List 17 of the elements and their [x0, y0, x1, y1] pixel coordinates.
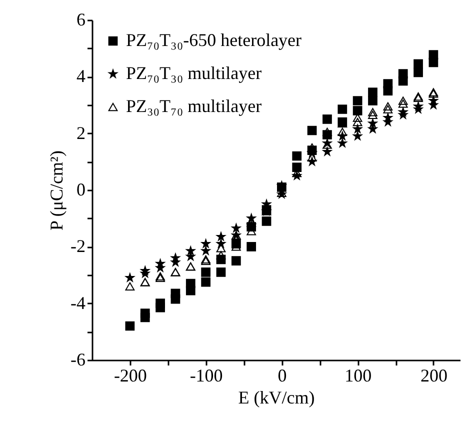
x-tick-label: 100 — [344, 366, 372, 386]
y-tick-label: -4 — [70, 292, 86, 313]
y-tick-label: -6 — [70, 350, 86, 370]
x-tick-label: 200 — [420, 366, 448, 386]
y-tick-label: 2 — [76, 122, 86, 143]
legend-label: PZ₃₀T₇₀ multilayer — [126, 96, 262, 116]
y-axis-title: P (μC/cm²) — [46, 150, 67, 230]
y-tick-label: 4 — [76, 66, 86, 86]
y-tick-label: 6 — [76, 10, 86, 30]
x-tick-label: -100 — [190, 366, 223, 386]
x-tick-label: 0 — [278, 366, 287, 386]
x-axis-title: E (kV/cm) — [238, 388, 315, 408]
legend-label: PZ₇₀T₃₀-650 heterolayer — [126, 30, 302, 50]
legend-label: PZ₇₀T₃₀ multilayer — [126, 63, 262, 83]
y-tick-label: 0 — [76, 180, 86, 200]
y-tick-label: -2 — [70, 236, 86, 256]
x-tick-label: -200 — [114, 366, 147, 386]
